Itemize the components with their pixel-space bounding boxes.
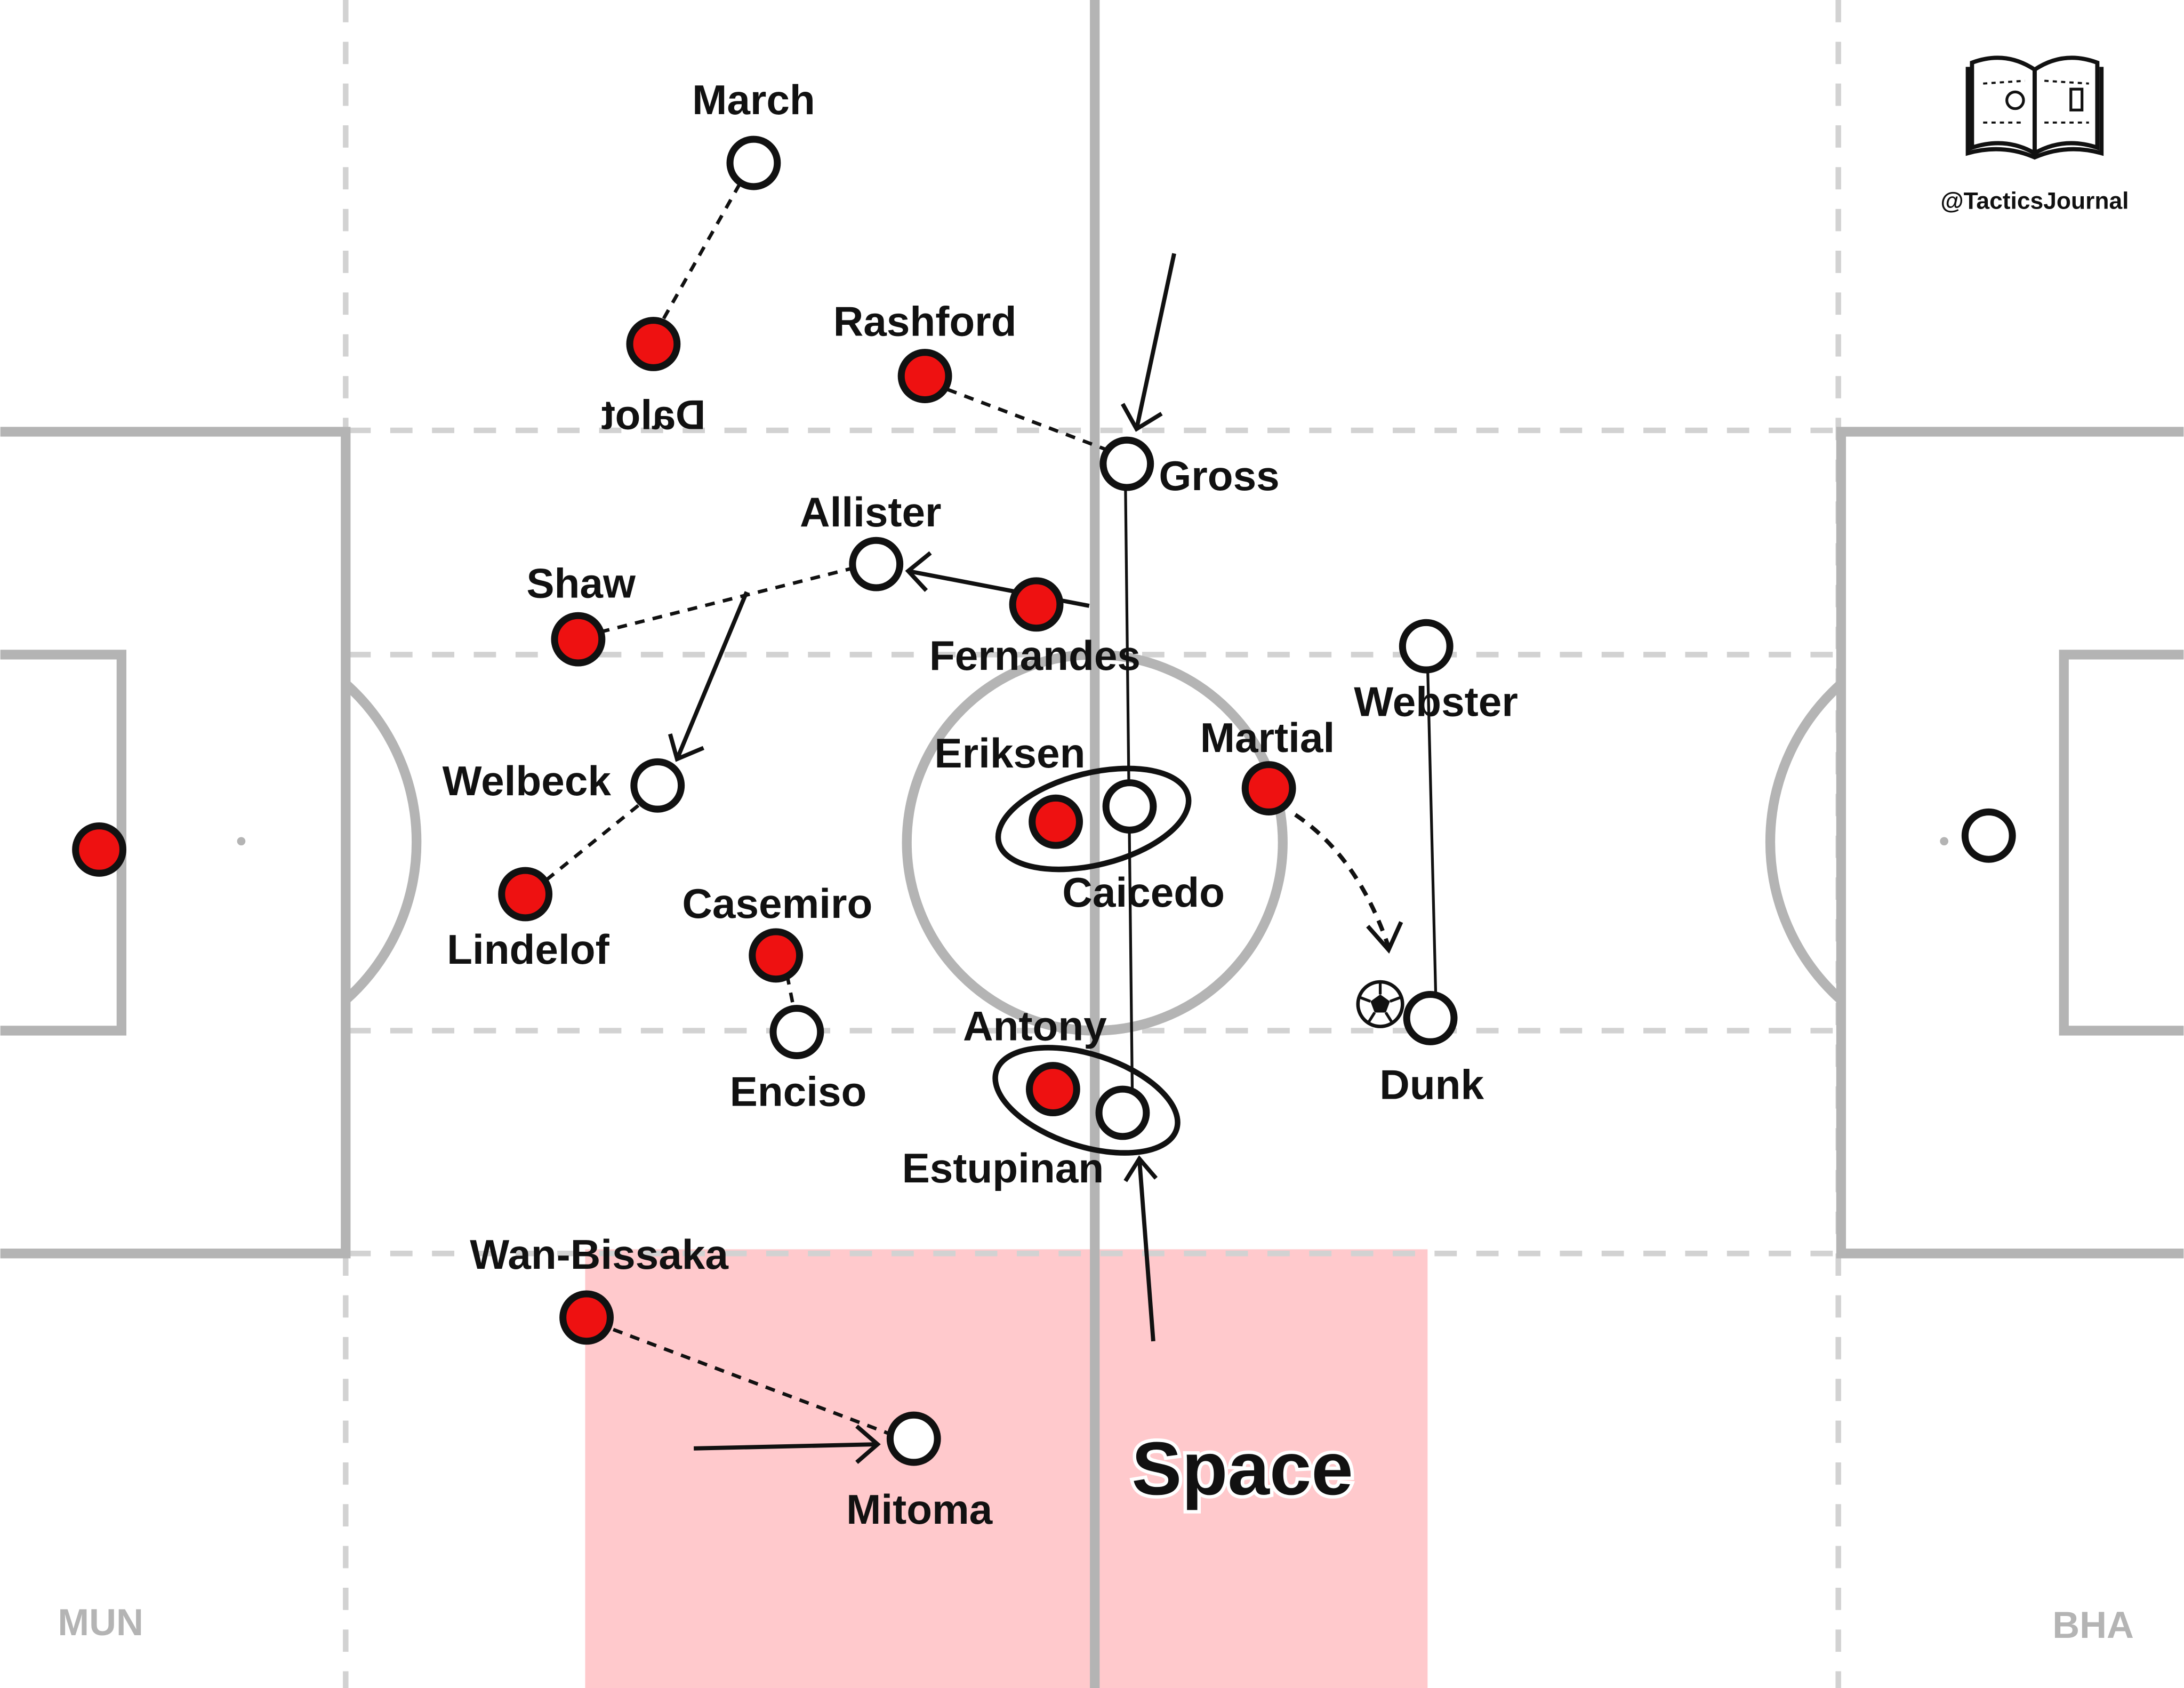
red-team [72, 317, 1296, 1345]
player-fernandes [1009, 577, 1064, 632]
centre-circle [902, 650, 1288, 1036]
space-zone [585, 1249, 1428, 1688]
player-dalot [626, 317, 681, 371]
label-welbeck: Welbeck [443, 757, 612, 804]
player-allister [849, 537, 904, 591]
white-team [630, 135, 2016, 1466]
player-casemiro [749, 928, 804, 983]
player-martial [1241, 761, 1296, 815]
label-allister: Allister [800, 489, 942, 535]
right-penalty-spot [1940, 837, 1949, 846]
brand-handle: @TacticsJournal [1940, 188, 2129, 214]
left-penalty-arc [342, 680, 422, 1004]
player-enciso [769, 1005, 824, 1059]
player-wan-bissaka [559, 1290, 614, 1345]
label-mitoma: Mitoma [846, 1486, 993, 1533]
label-dalot: Dalot [601, 391, 705, 438]
left-penalty-box [0, 427, 351, 1259]
player-lindelof [498, 867, 553, 922]
right-penalty-box [1836, 427, 2184, 1259]
label-casemiro: Casemiro [682, 880, 872, 927]
label-dunk: Dunk [1379, 1061, 1484, 1108]
label-wan-bissaka: Wan-Bissaka [470, 1231, 729, 1278]
pairing-ellipses [992, 765, 1192, 1156]
player-estupinan [1095, 1085, 1150, 1140]
label-march: March [692, 76, 815, 123]
space-label: Space [1131, 1426, 1353, 1510]
label-eriksen: Eriksen [934, 730, 1085, 777]
player-eriksen [1029, 794, 1083, 849]
player-rashford [897, 349, 952, 403]
right-penalty-arc [1765, 680, 1845, 1004]
player-march [726, 135, 781, 190]
left-penalty-spot [237, 837, 246, 846]
label-caicedo: Caicedo [1062, 869, 1225, 916]
player-antony [1025, 1062, 1080, 1117]
player-mun-gk [72, 822, 127, 877]
eriksen-caicedo-pair [995, 765, 1192, 873]
open-book-with-pitch-logo [1965, 55, 2104, 160]
player-dunk [1403, 991, 1458, 1045]
team-label-right: BHA [2052, 1604, 2134, 1646]
football-icon [1356, 980, 1404, 1028]
right-six-yard-box [2059, 650, 2184, 1036]
label-lindelof: Lindelof [447, 926, 609, 973]
marking-links [531, 173, 1115, 1436]
label-rashford: Rashford [833, 298, 1017, 345]
label-fernandes: Fernandes [929, 632, 1141, 679]
player-shaw [551, 612, 606, 667]
player-labels: March Dalot Rashford Gross Allister Shaw… [443, 76, 1518, 1533]
player-welbeck [630, 758, 685, 813]
player-mitoma [886, 1411, 941, 1466]
player-gross [1099, 436, 1154, 491]
team-label-left: MUN [58, 1601, 143, 1643]
label-martial: Martial [1200, 714, 1335, 761]
label-webster: Webster [1354, 678, 1518, 725]
player-caicedo [1102, 779, 1157, 834]
antony-estupinan-pair [992, 1045, 1181, 1156]
player-bha-gk [1961, 808, 2016, 863]
player-webster [1399, 619, 1454, 674]
label-gross: Gross [1159, 452, 1279, 499]
label-antony: Antony [963, 1003, 1107, 1050]
label-shaw: Shaw [526, 559, 636, 606]
label-enciso: Enciso [730, 1068, 867, 1115]
label-estupinan: Estupinan [902, 1145, 1104, 1191]
